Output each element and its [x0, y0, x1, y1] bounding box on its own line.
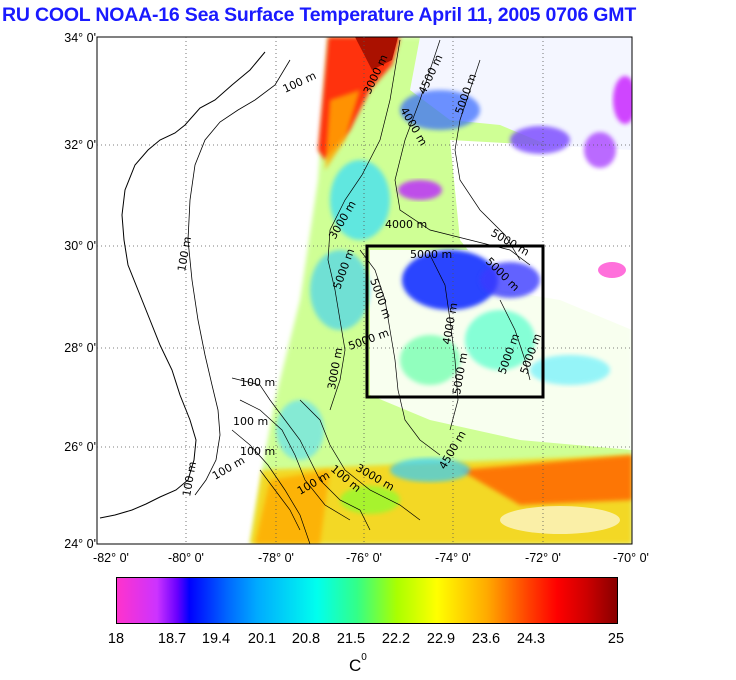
- colorbar-tick: 22.9: [426, 631, 456, 647]
- lat-label: 24° 0': [64, 537, 96, 551]
- colorbar-tick: 20.8: [291, 631, 321, 647]
- deep-contours: [327, 39, 531, 456]
- lon-label: -82° 0': [93, 551, 129, 565]
- colorbar-tick: 18: [107, 631, 125, 647]
- lon-label: -74° 0': [435, 551, 471, 565]
- colorbar-tick: 18.7: [157, 631, 187, 647]
- contour-label: 100 m: [210, 454, 247, 483]
- lon-label: -70° 0': [613, 551, 649, 565]
- sst-swath: [250, 37, 632, 544]
- lon-label: -76° 0': [346, 551, 382, 565]
- lon-label: -78° 0': [258, 551, 294, 565]
- lat-label: 32° 0': [64, 138, 96, 152]
- colorbar-tick: 19.4: [201, 631, 231, 647]
- contour-label: 100 m: [281, 69, 318, 96]
- unit-letter: C: [349, 656, 362, 675]
- colorbar-tick: 25: [607, 631, 625, 647]
- colorbar-tick: 23.6: [471, 631, 501, 647]
- colorbar-tick: 21.5: [336, 631, 366, 647]
- contour-label: 4000 m: [385, 218, 427, 231]
- bahamas-banks: [231, 377, 421, 545]
- unit-degree: 0: [361, 652, 367, 664]
- colorbar-tick: 24.3: [516, 631, 546, 647]
- contour-label: 100 m: [175, 236, 194, 273]
- colorbar-unit: C0: [349, 652, 367, 676]
- lat-label: 26° 0': [64, 440, 96, 454]
- study-box: [365, 244, 545, 399]
- colorbar: [116, 577, 618, 624]
- lat-label: 30° 0': [64, 239, 96, 253]
- isobath-100m: [187, 59, 291, 496]
- map-frame: [96, 36, 633, 545]
- contour-label: 5000 m: [410, 248, 452, 261]
- contour-label: 100 m: [180, 461, 199, 498]
- map-title: RU COOL NOAA-16 Sea Surface Temperature …: [2, 4, 637, 26]
- lat-label: 34° 0': [64, 31, 96, 45]
- contour-label: 100 m: [240, 376, 275, 389]
- colorbar-tick: 22.2: [381, 631, 411, 647]
- lon-label: -80° 0': [168, 551, 204, 565]
- colorbar-tick: 20.1: [247, 631, 277, 647]
- lon-label: -72° 0': [525, 551, 561, 565]
- graticule: [97, 37, 632, 544]
- contour-label: 100 m: [233, 415, 268, 428]
- lat-label: 28° 0': [64, 341, 96, 355]
- coastline: [99, 51, 266, 519]
- contour-label: 100 m: [240, 445, 275, 458]
